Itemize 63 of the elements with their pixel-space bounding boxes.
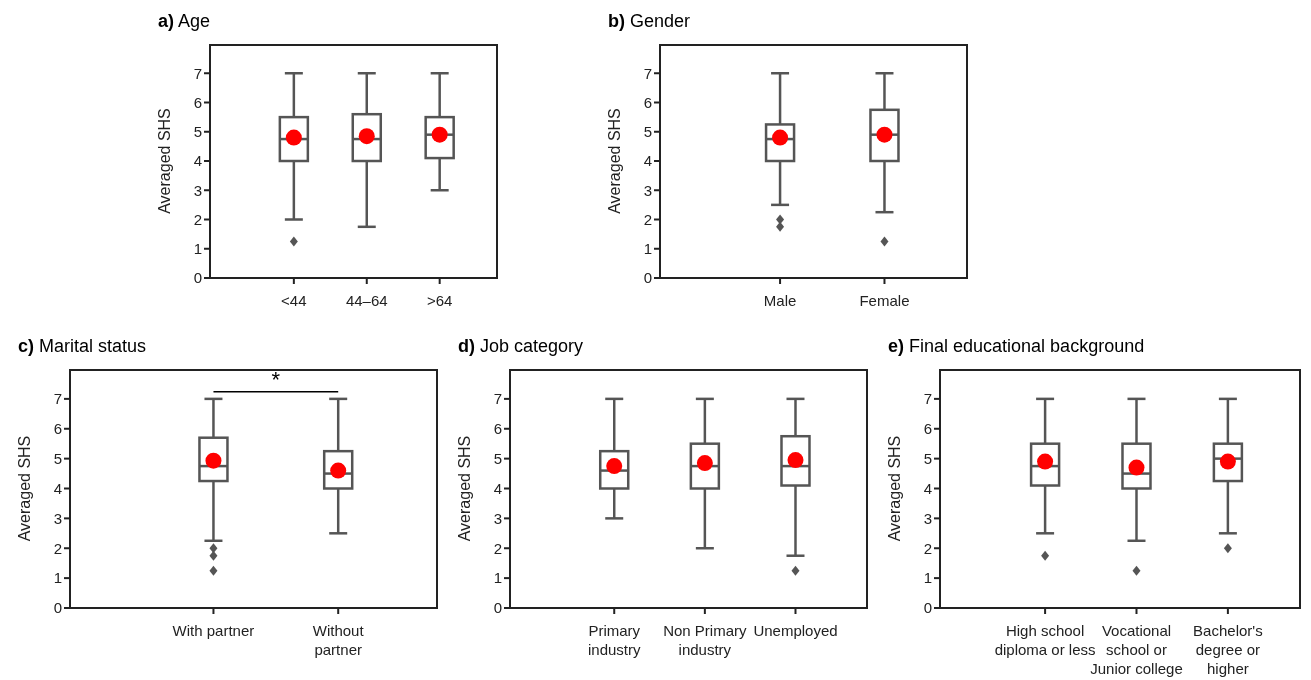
y-tick-label: 4 xyxy=(493,479,502,497)
y-tick-label: 2 xyxy=(493,539,502,557)
y-tick-label: 2 xyxy=(643,210,652,228)
chart-title: c) Marital status xyxy=(17,335,148,358)
y-tick-label: 1 xyxy=(643,240,652,258)
y-tick-label: 6 xyxy=(493,420,502,438)
y-tick-label: 4 xyxy=(643,152,652,170)
x-tick-label: With partner xyxy=(172,622,255,639)
x-tick-label: Non Primary industry xyxy=(663,622,748,658)
y-tick-label: 1 xyxy=(493,569,502,587)
x-tick-label: Without partner xyxy=(312,622,365,658)
y-tick-label: 3 xyxy=(643,181,652,199)
y-tick-label: 1 xyxy=(923,569,932,587)
y-tick-label: 4 xyxy=(923,479,932,497)
y-tick-label: 6 xyxy=(643,93,652,111)
y-tick-label: 0 xyxy=(53,599,62,617)
x-tick-label: Female xyxy=(859,292,910,309)
y-tick-label: 0 xyxy=(643,269,652,287)
y-axis-title: Averaged SHS xyxy=(16,435,34,542)
y-tick-label: 7 xyxy=(493,390,502,408)
y-tick-label: 2 xyxy=(923,539,932,557)
x-tick-label: High school diploma or less xyxy=(994,622,1096,658)
y-tick-label: 1 xyxy=(193,240,202,258)
y-tick-label: 5 xyxy=(643,123,652,141)
y-tick-label: 4 xyxy=(193,152,202,170)
y-axis-title: Averaged SHS xyxy=(456,435,474,542)
y-tick-label: 5 xyxy=(493,449,502,467)
x-tick-label: Primary industry xyxy=(587,622,641,658)
y-axis-title: Averaged SHS xyxy=(886,435,904,542)
chart-title: d) Job category xyxy=(457,335,585,358)
y-tick-label: 6 xyxy=(53,420,62,438)
y-tick-label: 3 xyxy=(923,509,932,527)
y-tick-label: 7 xyxy=(923,390,932,408)
y-tick-label: 0 xyxy=(493,599,502,617)
y-tick-label: 5 xyxy=(193,123,202,141)
y-tick-label: 6 xyxy=(193,93,202,111)
y-tick-label: 2 xyxy=(193,210,202,228)
x-tick-label: <44 xyxy=(281,292,307,309)
chart-title: e) Final educational background xyxy=(887,335,1146,358)
x-tick-label: Unemployed xyxy=(753,622,838,639)
y-tick-label: 1 xyxy=(53,569,62,587)
y-tick-label: 7 xyxy=(643,64,652,82)
chart-title: a) Age xyxy=(157,10,212,33)
y-tick-label: 6 xyxy=(923,420,932,438)
y-tick-label: 5 xyxy=(923,449,932,467)
y-tick-label: 7 xyxy=(53,390,62,408)
x-tick-label: 44–64 xyxy=(345,292,388,309)
annotation: * xyxy=(271,366,281,392)
y-tick-label: 0 xyxy=(923,599,932,617)
y-tick-label: 0 xyxy=(193,269,202,287)
x-tick-label: >64 xyxy=(426,292,453,309)
x-tick-label: Bachelor's degree or higher xyxy=(1193,622,1263,677)
x-tick-label: Male xyxy=(763,292,797,309)
y-tick-label: 5 xyxy=(53,449,62,467)
chart-title: b) Gender xyxy=(607,10,692,33)
y-tick-label: 7 xyxy=(193,64,202,82)
y-tick-label: 2 xyxy=(53,539,62,557)
y-tick-label: 3 xyxy=(493,509,502,527)
y-tick-label: 3 xyxy=(193,181,202,199)
y-axis-title: Averaged SHS xyxy=(156,108,174,214)
y-tick-label: 4 xyxy=(53,479,62,497)
y-axis-title: Averaged SHS xyxy=(606,108,624,214)
y-tick-label: 3 xyxy=(53,509,62,527)
